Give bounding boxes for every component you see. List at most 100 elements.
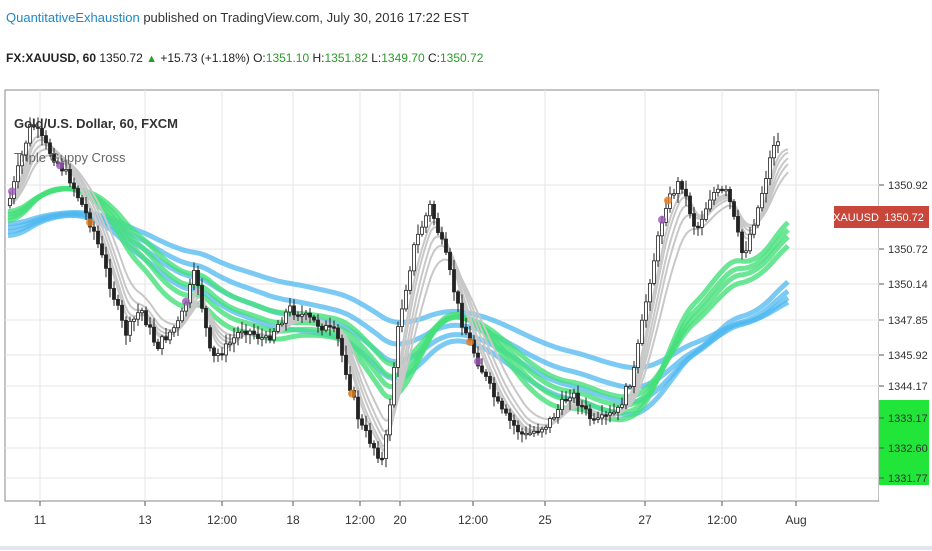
candle-body bbox=[508, 412, 512, 421]
candle-body bbox=[480, 365, 484, 373]
candle-body bbox=[172, 327, 176, 333]
candle-body bbox=[52, 153, 56, 163]
candle-body bbox=[76, 188, 80, 199]
candle-body bbox=[304, 312, 308, 316]
candle-body bbox=[204, 307, 208, 329]
candle-body bbox=[200, 285, 204, 309]
candle-body bbox=[428, 203, 432, 217]
signal-marker bbox=[8, 187, 16, 196]
candle-body bbox=[496, 396, 500, 402]
price-tag-value: 1350.72 bbox=[884, 212, 924, 224]
candle-body bbox=[368, 430, 372, 444]
candle-body bbox=[572, 392, 576, 399]
y-tick-label: 1350.14 bbox=[888, 279, 928, 291]
x-tick-label: 12:00 bbox=[345, 513, 375, 527]
price-chart[interactable]: Gold/U.S. Dollar, 60, FXCM Triple Guppy … bbox=[0, 84, 932, 546]
candle-body bbox=[412, 244, 416, 272]
candle-body bbox=[552, 416, 556, 420]
candle-body bbox=[280, 322, 284, 326]
candle-body bbox=[524, 432, 528, 436]
candle-body bbox=[472, 339, 476, 354]
candle-body bbox=[596, 417, 600, 420]
y-tick-label: 1350.72 bbox=[888, 244, 928, 256]
candle-body bbox=[292, 305, 296, 316]
candle-body bbox=[140, 310, 144, 314]
candle-body bbox=[116, 298, 120, 306]
candle-body bbox=[432, 203, 436, 219]
x-tick-label: 20 bbox=[393, 513, 407, 527]
candle-body bbox=[692, 213, 696, 227]
candle-body bbox=[236, 332, 240, 339]
author-link[interactable]: QuantitativeExhaustion bbox=[6, 10, 140, 25]
candle-body bbox=[652, 260, 656, 284]
candle-body bbox=[252, 330, 256, 335]
candle-body bbox=[40, 127, 44, 137]
candle-body bbox=[48, 142, 52, 154]
candle-body bbox=[768, 157, 772, 179]
candle-body bbox=[164, 336, 168, 341]
candle-body bbox=[716, 188, 720, 193]
candle-body bbox=[720, 188, 724, 192]
publisher-line: QuantitativeExhaustion published on Trad… bbox=[6, 10, 469, 25]
candle-body bbox=[612, 411, 616, 415]
candle-body bbox=[628, 386, 632, 389]
candle-body bbox=[676, 181, 680, 194]
candle-body bbox=[176, 320, 180, 329]
candle-body bbox=[672, 193, 676, 196]
signal-marker bbox=[658, 215, 666, 224]
candle-body bbox=[264, 335, 268, 339]
candle-body bbox=[484, 371, 488, 377]
candle-body bbox=[132, 318, 136, 322]
candle-body bbox=[128, 320, 132, 336]
ticker-line: FX:XAUUSD, 60 1350.72 ▲ +15.73 (+1.18%) … bbox=[6, 51, 483, 65]
y-tick-label: 1344.17 bbox=[888, 381, 928, 393]
candle-body bbox=[96, 230, 100, 245]
indicator-name: Triple Guppy Cross bbox=[14, 150, 126, 165]
signal-marker bbox=[466, 337, 474, 346]
y-tick-label: 1333.17 bbox=[888, 413, 928, 425]
candle-body bbox=[328, 325, 332, 328]
candle-body bbox=[272, 330, 276, 341]
candle-body bbox=[584, 405, 588, 410]
y-tick-label: 1350.92 bbox=[888, 180, 928, 192]
candle-body bbox=[648, 283, 652, 303]
candle-body bbox=[68, 169, 72, 184]
candle-body bbox=[336, 327, 340, 339]
candle-body bbox=[700, 218, 704, 228]
candle-body bbox=[244, 330, 248, 335]
candle-body bbox=[636, 343, 640, 368]
candle-body bbox=[548, 418, 552, 428]
change: +15.73 (+1.18%) bbox=[160, 51, 250, 65]
candle-body bbox=[80, 197, 84, 205]
candle-body bbox=[24, 142, 28, 156]
candle-body bbox=[344, 354, 348, 375]
candle-body bbox=[240, 330, 244, 334]
candle-body bbox=[400, 308, 404, 328]
candle-body bbox=[724, 189, 728, 192]
candle-body bbox=[148, 324, 152, 328]
candle-body bbox=[680, 181, 684, 190]
chart-area[interactable]: Gold/U.S. Dollar, 60, FXCM Triple Guppy … bbox=[0, 84, 932, 550]
x-tick-label: 13 bbox=[138, 513, 152, 527]
candle-body bbox=[444, 238, 448, 253]
candle-body bbox=[316, 319, 320, 327]
candle-body bbox=[600, 414, 604, 419]
published-text: published on TradingView.com, July 30, 2… bbox=[143, 10, 470, 25]
candle-body bbox=[408, 270, 412, 291]
x-tick-label: 12:00 bbox=[207, 513, 237, 527]
candle-body bbox=[300, 313, 304, 317]
candle-body bbox=[756, 207, 760, 226]
candle-body bbox=[92, 226, 96, 232]
signal-marker bbox=[474, 357, 482, 366]
candle-body bbox=[696, 225, 700, 229]
candle-body bbox=[684, 188, 688, 197]
candle-body bbox=[100, 243, 104, 256]
signal-marker bbox=[56, 161, 64, 170]
candle-body bbox=[356, 396, 360, 420]
candle-body bbox=[372, 443, 376, 449]
candle-body bbox=[108, 267, 112, 289]
candle-body bbox=[228, 342, 232, 346]
candle-body bbox=[656, 235, 660, 262]
candle-body bbox=[348, 374, 352, 391]
candles bbox=[8, 117, 780, 468]
